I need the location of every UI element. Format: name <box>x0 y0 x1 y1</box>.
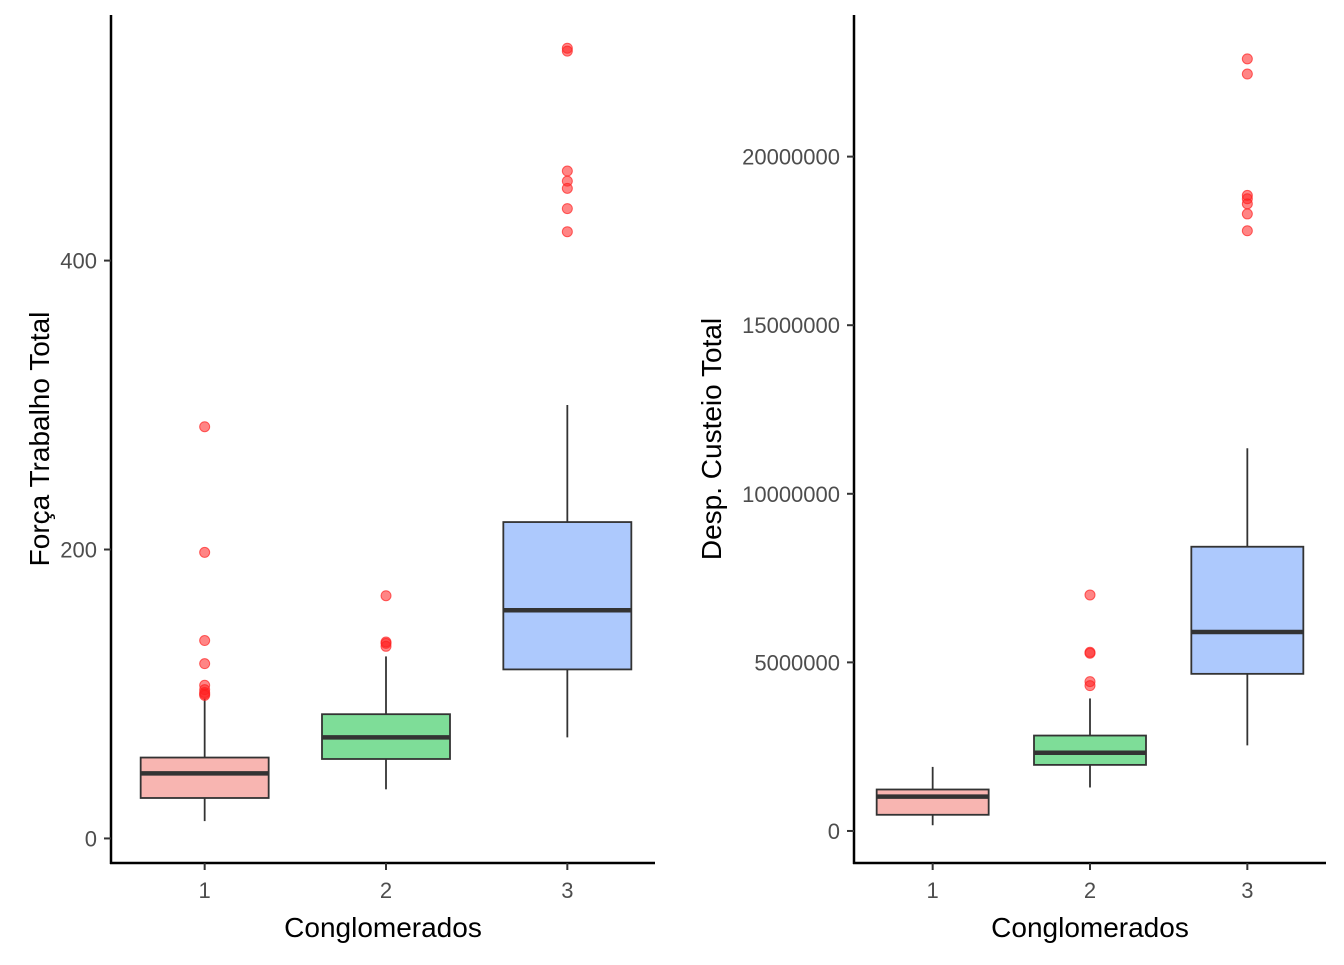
outlier-point <box>199 421 211 433</box>
x-tick-label: 2 <box>1084 878 1096 903</box>
y-tick-label: 20000000 <box>742 145 840 170</box>
outlier-point <box>1241 53 1253 65</box>
x-axis-title: Conglomerados <box>991 912 1189 943</box>
y-tick-label: 5000000 <box>754 650 840 675</box>
outlier-point <box>1084 647 1096 659</box>
panel-right: 0 5000000 10000000 15000000 20000000 1 2 3 Congl… <box>696 15 1326 943</box>
x-tick-label: 1 <box>199 878 211 903</box>
box-group-3 <box>1190 53 1305 746</box>
box-iqr <box>1033 734 1147 766</box>
outlier-point <box>1241 198 1253 210</box>
y-axis-title: Força Trabalho Total <box>24 312 55 567</box>
outlier-point <box>380 590 392 602</box>
box-iqr <box>875 788 990 816</box>
y-axis-title: Desp. Custeio Total <box>696 318 727 560</box>
y-tick-label: 15000000 <box>742 313 840 338</box>
x-axis-title: Conglomerados <box>284 912 482 943</box>
outlier-point <box>199 546 211 558</box>
box-group-2 <box>1033 589 1147 788</box>
box-iqr <box>139 756 270 799</box>
box-iqr <box>1190 545 1305 675</box>
x-tick-label: 1 <box>927 878 939 903</box>
box-group-1 <box>139 421 270 822</box>
outlier-point <box>199 635 211 647</box>
outlier-point <box>1084 589 1096 601</box>
outlier-point <box>1241 208 1253 220</box>
panel-left: 0 200 400 1 2 3 Conglomerados Força Trabalho To… <box>24 15 655 943</box>
y-tick-label: 0 <box>85 826 97 851</box>
x-tick-label: 3 <box>1241 878 1253 903</box>
outlier-point <box>561 45 573 57</box>
x-tick-label: 3 <box>561 878 573 903</box>
x-tick-label: 2 <box>380 878 392 903</box>
box-group-1 <box>875 766 990 826</box>
outlier-point <box>1084 680 1096 692</box>
y-tick-label: 400 <box>60 249 97 274</box>
outlier-point <box>199 658 211 670</box>
outlier-point <box>199 689 211 701</box>
y-tick-label: 200 <box>60 538 97 563</box>
box-group-3 <box>502 42 633 738</box>
outlier-point <box>380 640 392 652</box>
y-tick-label: 10000000 <box>742 482 840 507</box>
outlier-point <box>561 226 573 238</box>
outlier-point <box>561 182 573 194</box>
box-group-2 <box>321 590 451 790</box>
box-iqr <box>502 521 633 671</box>
outlier-point <box>561 165 573 177</box>
y-tick-label: 0 <box>828 819 840 844</box>
outlier-point <box>561 203 573 215</box>
outlier-point <box>1241 225 1253 237</box>
outlier-point <box>1241 68 1253 80</box>
